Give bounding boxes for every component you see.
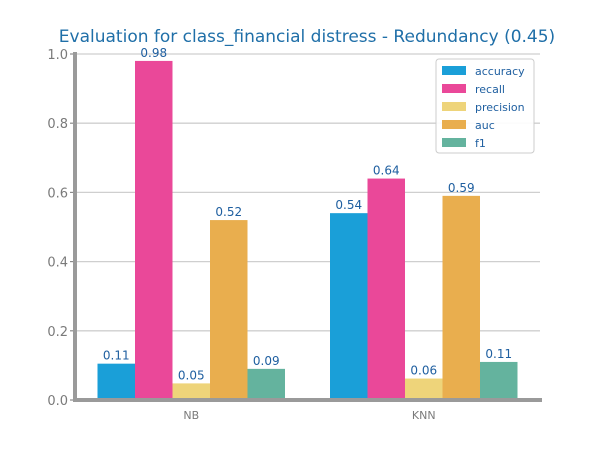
bar-f1-NB xyxy=(247,368,285,400)
y-tick-label: 0.4 xyxy=(47,256,68,271)
legend-label-auc: auc xyxy=(475,119,495,132)
legend-swatch-precision xyxy=(442,102,466,111)
legend: accuracy recall precision auc f1 xyxy=(435,58,535,154)
legend-swatch-f1 xyxy=(442,138,466,147)
y-tick-label: 0.0 xyxy=(47,394,68,409)
data-label: 0.05 xyxy=(178,368,205,382)
y-tick-label: 1.0 xyxy=(47,48,68,63)
bar-accuracy-KNN xyxy=(330,213,368,400)
bar-accuracy-NB xyxy=(97,363,135,400)
legend-box xyxy=(435,58,535,154)
data-label: 0.11 xyxy=(485,347,512,361)
data-label: 0.11 xyxy=(103,349,130,363)
bar-auc-NB xyxy=(210,220,248,400)
x-tick-label: NB xyxy=(183,409,199,422)
bar-precision-KNN xyxy=(405,378,443,400)
chart-title: Evaluation for class_financial distress … xyxy=(59,27,555,47)
legend-label-precision: precision xyxy=(475,101,525,114)
legend-swatch-recall xyxy=(442,84,466,93)
legend-label-accuracy: accuracy xyxy=(475,65,525,78)
data-label: 0.98 xyxy=(140,46,167,60)
data-label: 0.09 xyxy=(253,354,280,368)
axes: 0.0 0.2 0.4 0.6 0.8 1.0 NB KNN xyxy=(47,48,542,422)
data-label: 0.54 xyxy=(335,198,362,212)
data-label: 0.59 xyxy=(448,181,475,195)
y-tick-label: 0.2 xyxy=(47,325,68,340)
x-tick-label: KNN xyxy=(412,409,436,422)
bars: 0.11 0.98 0.05 0.52 0.09 0.54 0.64 0.06 0.59 0.11 xyxy=(97,46,518,401)
data-label: 0.52 xyxy=(215,205,242,219)
legend-swatch-auc xyxy=(442,120,466,129)
bar-recall-NB xyxy=(135,60,173,401)
y-tick-label: 0.8 xyxy=(47,117,68,132)
bar-auc-KNN xyxy=(442,195,480,400)
legend-label-f1: f1 xyxy=(475,137,486,150)
bar-f1-KNN xyxy=(480,361,518,400)
legend-swatch-accuracy xyxy=(442,66,466,75)
data-label: 0.06 xyxy=(410,364,437,378)
legend-label-recall: recall xyxy=(475,83,505,96)
data-label: 0.64 xyxy=(373,164,400,178)
y-tick-label: 0.6 xyxy=(47,186,68,201)
bar-precision-NB xyxy=(172,383,210,400)
bar-recall-KNN xyxy=(367,178,405,400)
